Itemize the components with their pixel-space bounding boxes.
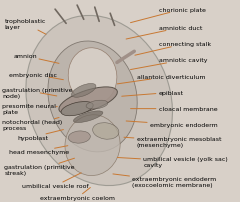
Ellipse shape [68,48,117,105]
Text: extraembryonic endoderm
(exocoelomic membrane): extraembryonic endoderm (exocoelomic mem… [113,174,216,187]
Text: extraembryonic coelom: extraembryonic coelom [40,187,115,200]
Ellipse shape [65,115,120,176]
Text: amniotic cavity: amniotic cavity [131,58,207,70]
Ellipse shape [73,111,103,123]
Text: amniotic duct: amniotic duct [126,26,202,40]
Ellipse shape [26,16,173,186]
Ellipse shape [68,131,90,143]
Ellipse shape [48,42,137,152]
Text: hypoblast: hypoblast [18,130,63,140]
Text: cloacal membrane: cloacal membrane [131,107,217,112]
Text: chorionic plate: chorionic plate [131,8,205,24]
Text: head mesenchyme: head mesenchyme [9,146,69,154]
Text: presomite neural
plate: presomite neural plate [2,104,57,115]
Text: embryonic endoderm: embryonic endoderm [126,121,218,128]
Text: extraembryonic mesoblast
(mesenchyme): extraembryonic mesoblast (mesenchyme) [124,136,221,147]
FancyArrowPatch shape [117,52,134,63]
Text: trophoblastic
layer: trophoblastic layer [4,19,46,35]
Text: connecting stalk: connecting stalk [135,42,211,56]
Text: umbilical vesicle (yolk sac)
cavity: umbilical vesicle (yolk sac) cavity [117,156,228,167]
Ellipse shape [93,123,119,140]
Text: embryonic disc: embryonic disc [9,72,63,80]
Text: notochordal (head)
process: notochordal (head) process [2,118,62,131]
Text: umbilical vesicle roof: umbilical vesicle roof [22,173,89,188]
Text: allantoic diverticulum: allantoic diverticulum [117,74,205,84]
Ellipse shape [59,87,117,115]
Ellipse shape [86,101,108,109]
Text: epiblast: epiblast [122,90,184,97]
Text: amnion: amnion [13,54,59,64]
Ellipse shape [61,102,93,116]
Text: gastrulation (primitive
streak): gastrulation (primitive streak) [4,158,75,175]
Ellipse shape [72,84,96,98]
Text: gastrulation (primitive
node): gastrulation (primitive node) [2,87,73,98]
